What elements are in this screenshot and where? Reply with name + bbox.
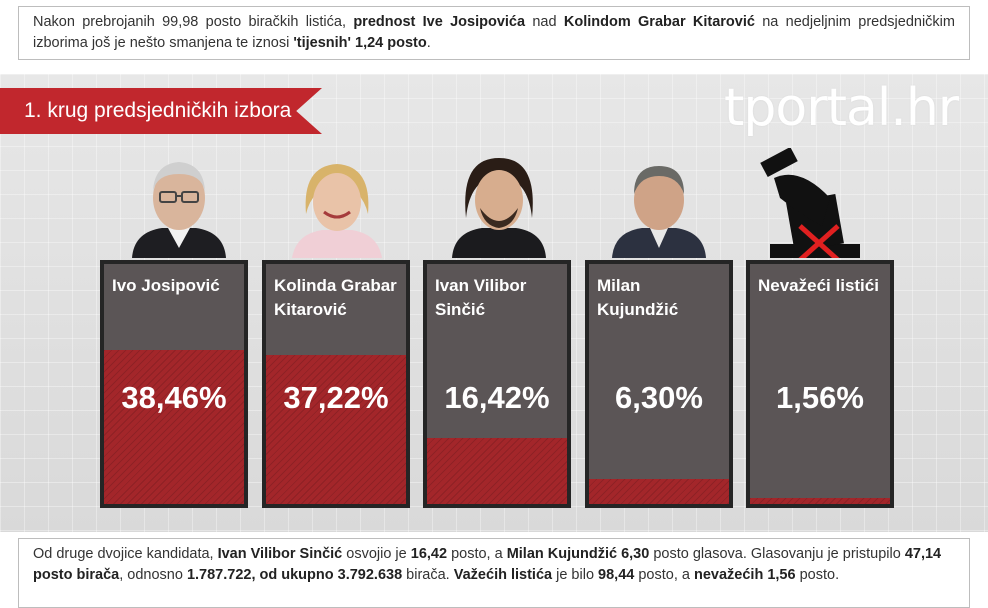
vote-share-label: 1,56%: [776, 380, 864, 415]
candidate-photo-sincic: [452, 158, 546, 258]
tportal-logo: tportal.hr: [724, 78, 959, 138]
candidate-name: Ivo Josipović: [112, 274, 238, 298]
vote-share-bar: [104, 350, 244, 504]
outro-bold: 1.787.722, od ukupno 3.792.638: [186, 567, 403, 583]
chart-panel: 1. krug predsjedničkih izbora tportal.hr: [0, 74, 988, 532]
outro-text-box: Od druge dvojice kandidata, Ivan Vilibor…: [18, 538, 970, 608]
outro-text: posto.: [795, 567, 840, 583]
candidate-name-line: Ivan Vilibor: [435, 276, 527, 295]
intro-bold: 'tijesnih' 1,24 posto: [293, 35, 427, 51]
result-card: Ivan Vilibor Sinčić 16,42%: [423, 260, 571, 508]
candidate-photo-josipovic: [132, 162, 226, 258]
candidate-name: Milan Kujundžić: [597, 274, 723, 322]
outro-text: je bilo: [552, 567, 599, 583]
outro-text: birača.: [402, 567, 454, 583]
intro-text-box: Nakon prebrojanih 99,98 posto biračkih l…: [18, 6, 970, 60]
outro-text: , odnosno: [119, 567, 187, 583]
vote-share-label: 38,46%: [121, 380, 227, 415]
invalid-ballot-icon: [760, 148, 860, 258]
candidate-name-line: Sinčić: [435, 300, 486, 319]
outro-text: Od druge dvojice kandidata,: [33, 546, 218, 562]
result-card: Ivo Josipović 38,46%: [100, 260, 248, 508]
intro-text: Nakon prebrojanih 99,98 posto biračkih l…: [33, 14, 354, 30]
candidate-name-line: Ivo Josipović: [112, 276, 220, 295]
vote-share-label: 16,42%: [444, 380, 550, 415]
outro-bold: Ivan Vilibor Sinčić: [217, 546, 343, 562]
outro-text: osvojio je: [342, 546, 411, 562]
outro-text: posto glasova. Glasovanju je pristupilo: [649, 546, 905, 562]
vote-share-bar: [750, 498, 890, 504]
candidate-photo-grabar-kitarovic: [292, 164, 382, 258]
candidate-name-line: Kolinda Grabar: [274, 276, 397, 295]
outro-bold: Važećih listića: [453, 567, 553, 583]
outro-bold: 98,44: [598, 567, 635, 583]
outro-bold: nevažećih 1,56: [694, 567, 796, 583]
candidate-name-line: Kitarović: [274, 300, 347, 319]
candidate-name: Ivan Vilibor Sinčić: [435, 274, 561, 322]
vote-share-label: 37,22%: [283, 380, 389, 415]
outro-bold: 47,14 posto birača: [33, 546, 942, 583]
intro-text: na nedjeljnim predsjedničkim izborima jo…: [33, 14, 955, 51]
vote-share-bar: [427, 438, 567, 504]
outro-text: posto, a: [447, 546, 507, 562]
candidate-photo-kujundzic: [612, 166, 706, 258]
vote-share-label: 6,30%: [615, 380, 703, 415]
intro-bold: Kolindom Grabar Kitarović: [563, 14, 755, 30]
intro-text: .: [426, 35, 431, 51]
outro-text: posto, a: [634, 567, 694, 583]
candidate-name: Kolinda Grabar Kitarović: [274, 274, 400, 322]
result-card: Kolinda Grabar Kitarović 37,22%: [262, 260, 410, 508]
intro-text: nad: [525, 14, 564, 30]
result-card: Milan Kujundžić 6,30%: [585, 260, 733, 508]
candidate-name-line: Nevažeći listići: [758, 276, 879, 295]
outro-bold: 16,42: [410, 546, 448, 562]
vote-share-bar: [589, 479, 729, 504]
candidate-name: Nevažeći listići: [758, 274, 884, 298]
vote-share-bar: [266, 355, 406, 504]
intro-bold: prednost Ive Josipovića: [353, 14, 526, 30]
candidate-name-line: Milan Kujundžić: [597, 276, 679, 319]
result-card: Nevažeći listići 1,56%: [746, 260, 894, 508]
outro-bold: Milan Kujundžić 6,30: [506, 546, 650, 562]
chart-title: 1. krug predsjedničkih izbora: [0, 88, 322, 134]
